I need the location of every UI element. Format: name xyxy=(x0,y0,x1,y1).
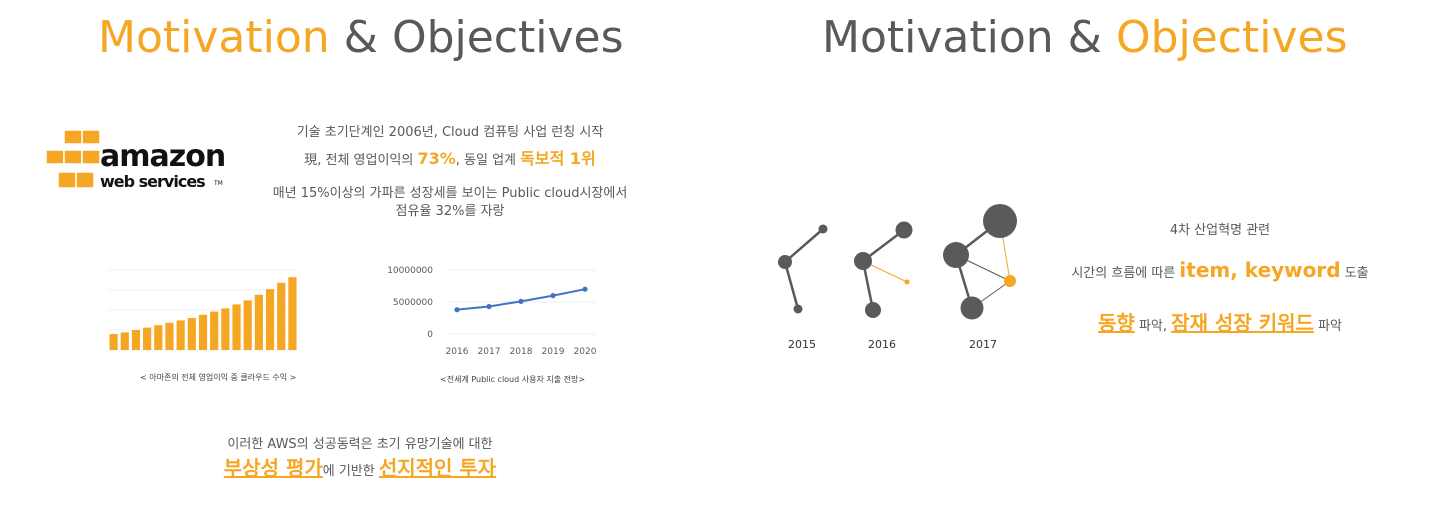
bar xyxy=(198,314,208,350)
left-bottom2-hl1: 부상성 평가 xyxy=(223,456,323,480)
line-point xyxy=(582,286,588,292)
left-line2-mid: , 동일 업계 xyxy=(455,153,521,168)
left-bottom2: 부상성 평가에 기반한 선지적인 투자 xyxy=(160,452,560,481)
bar xyxy=(176,320,185,350)
node-2016-c xyxy=(865,302,881,318)
node-2017-a xyxy=(943,242,969,268)
right-line1: 4차 산업혁명 관련 xyxy=(1169,223,1271,238)
bar xyxy=(221,308,230,350)
right-line3: 동향 파악, 잠재 성장 키워드 파악 xyxy=(1040,307,1400,336)
right-line3-hl2: 잠재 성장 키워드 xyxy=(1171,311,1314,335)
left-line2-hl1: 73% xyxy=(417,149,456,168)
line-point xyxy=(486,303,492,310)
bar xyxy=(254,294,263,350)
bar xyxy=(210,311,219,350)
left-line3a: 매년 15%이상의 가파른 성장세를 보이는 Public cloud시장에서 xyxy=(272,186,628,201)
aws-brand-text: amazon xyxy=(100,139,226,174)
right-title-highlight: Objectives xyxy=(1115,12,1348,63)
bar xyxy=(131,330,141,350)
aws-tm-text: TM xyxy=(214,180,223,187)
line-point xyxy=(518,298,524,304)
line-point xyxy=(550,293,556,299)
bar-chart xyxy=(108,269,298,351)
left-line2-hl2: 독보적 1위 xyxy=(520,149,596,168)
node-2016-orange xyxy=(904,279,910,285)
node-2017-orange xyxy=(1004,275,1016,287)
bar xyxy=(265,289,275,350)
left-title-highlight: Motivation xyxy=(98,12,330,63)
line-xtick: 2016 xyxy=(446,347,469,357)
bar xyxy=(165,322,174,350)
left-bottom2-hl2: 선지적인 투자 xyxy=(378,456,497,480)
left-title: Motivation & Objectives xyxy=(98,12,624,63)
right-line3-mid: 파악, xyxy=(1134,319,1172,334)
bar xyxy=(187,318,196,350)
year-2015: 2015 xyxy=(788,338,816,351)
line-ytick: 5000000 xyxy=(393,298,433,308)
line-ytick: 0 xyxy=(427,330,433,340)
right-line2-post: 도출 xyxy=(1340,266,1369,281)
node-2017-c xyxy=(960,296,984,320)
line-chart: 10000000 5000000 0 2016 2017 2018 2019 2020 xyxy=(387,266,597,357)
node-2016-b xyxy=(895,221,913,239)
left-title-rest: & Objectives xyxy=(329,12,624,63)
aws-sub-text: web services xyxy=(100,172,206,191)
line-xtick: 2020 xyxy=(574,347,597,357)
network-graph xyxy=(778,204,1017,320)
node-2016-a xyxy=(854,252,872,270)
left-line2-pre: 現, 전체 영업이익의 xyxy=(304,153,418,168)
bar xyxy=(243,300,252,350)
left-bottom1: 이러한 AWS의 성공동력은 초기 유망기술에 대한 xyxy=(227,437,493,452)
line-xtick: 2019 xyxy=(542,347,565,357)
bar xyxy=(277,282,286,350)
right-line2-hl: item, keyword xyxy=(1179,258,1341,282)
right-line2: 시간의 흐름에 따른 item, keyword 도출 xyxy=(1040,258,1400,282)
right-title: Motivation & Objectives xyxy=(822,12,1348,63)
right-line3-post: 파악 xyxy=(1313,319,1342,334)
line-point xyxy=(454,307,460,313)
bar xyxy=(120,332,129,350)
node-2015-b xyxy=(818,224,828,234)
aws-logo: amazon web services TM xyxy=(44,128,234,194)
right-title-rest: Motivation & xyxy=(822,12,1116,63)
year-2016: 2016 xyxy=(868,338,896,351)
year-2017: 2017 xyxy=(969,338,997,351)
bar xyxy=(288,277,297,350)
aws-cubes-icon xyxy=(45,129,101,189)
line-xtick: 2017 xyxy=(478,347,501,357)
node-2015-c xyxy=(793,304,803,314)
left-line1: 기술 초기단계인 2006년, Cloud 컴퓨팅 사업 런칭 시작 xyxy=(296,125,604,140)
bar xyxy=(232,304,241,350)
node-2017-b xyxy=(983,204,1017,238)
left-bottom2-mid: 에 기반한 xyxy=(322,464,379,479)
right-line2-pre: 시간의 흐름에 따른 xyxy=(1071,266,1180,281)
bar xyxy=(154,325,163,350)
bar xyxy=(109,334,118,350)
right-line3-hl1: 동향 xyxy=(1098,311,1135,335)
bar-chart-caption: < 아마존의 전체 영업이익 중 클라우드 수익 > xyxy=(140,373,297,382)
left-line3b: 점유율 32%를 자랑 xyxy=(395,204,505,219)
line-xtick: 2018 xyxy=(510,347,533,357)
node-2015-a xyxy=(778,255,792,269)
line-chart-caption: <전세계 Public cloud 사용자 지출 전망> xyxy=(440,375,586,384)
line-ytick: 10000000 xyxy=(387,266,433,276)
bar xyxy=(143,327,152,350)
left-line2: 現, 전체 영업이익의 73%, 동일 업계 독보적 1위 xyxy=(260,145,640,169)
